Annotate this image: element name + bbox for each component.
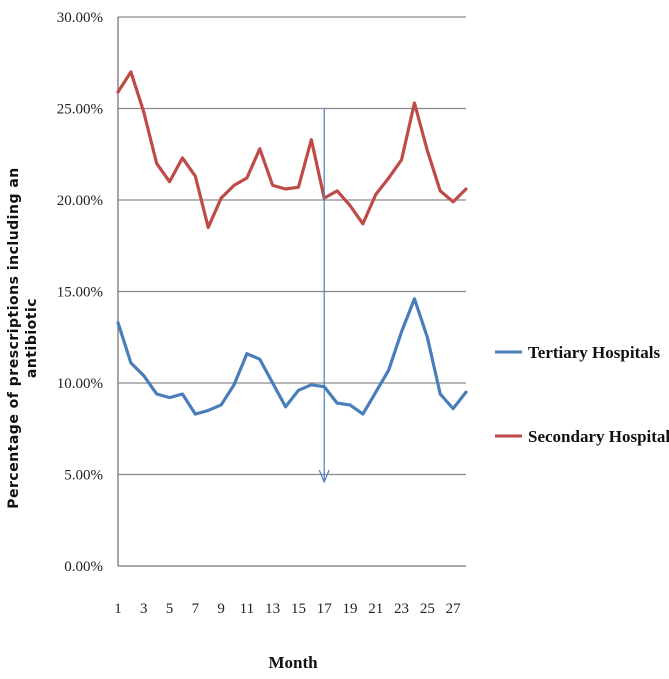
legend-label-secondary: Secondary Hospitals bbox=[528, 427, 669, 446]
x-tick-label: 9 bbox=[217, 601, 225, 617]
y-tick-labels: 0.00% 5.00% 10.00% 15.00% 20.00% 25.00% 30.00% bbox=[57, 10, 103, 575]
x-tick-label: 19 bbox=[343, 601, 358, 617]
y-tick-label: 20.00% bbox=[57, 193, 103, 209]
annotation-arrow-head bbox=[318, 469, 330, 484]
x-tick-label: 17 bbox=[317, 601, 333, 617]
series-lines bbox=[116, 70, 468, 416]
x-tick-label: 15 bbox=[291, 601, 306, 617]
y-tick-label: 15.00% bbox=[57, 285, 103, 301]
series-line-secondary bbox=[116, 70, 468, 230]
y-axis-title-line1: Percentage of prescriptions including an bbox=[6, 167, 22, 509]
x-tick-label: 23 bbox=[394, 601, 409, 617]
series-line-tertiary bbox=[116, 297, 468, 416]
x-tick-label: 13 bbox=[265, 601, 280, 617]
x-tick-label: 1 bbox=[114, 601, 122, 617]
y-tick-label: 25.00% bbox=[57, 102, 103, 118]
legend: Tertiary Hospitals Secondary Hospitals bbox=[495, 343, 669, 446]
y-tick-label: 10.00% bbox=[57, 376, 103, 392]
x-axis-title: Month bbox=[268, 653, 318, 672]
y-axis-title: Percentage of prescriptions including an… bbox=[6, 167, 40, 509]
y-axis-title-line2: antibiotic bbox=[24, 298, 40, 378]
annotation-arrow bbox=[318, 108, 330, 484]
x-tick-label: 5 bbox=[166, 601, 174, 617]
x-tick-label: 25 bbox=[420, 601, 435, 617]
x-tick-label: 11 bbox=[240, 601, 254, 617]
x-tick-label: 7 bbox=[192, 601, 200, 617]
y-tick-label: 0.00% bbox=[64, 559, 103, 575]
x-tick-label: 3 bbox=[140, 601, 148, 617]
x-tick-label: 27 bbox=[446, 601, 462, 617]
x-tick-labels: 1 3 5 7 9 11 13 15 17 19 21 23 25 27 bbox=[114, 601, 461, 617]
y-tick-label: 30.00% bbox=[57, 10, 103, 26]
gridlines bbox=[117, 16, 466, 567]
legend-label-tertiary: Tertiary Hospitals bbox=[528, 343, 660, 362]
x-tick-label: 21 bbox=[368, 601, 383, 617]
y-tick-label: 5.00% bbox=[64, 468, 103, 484]
